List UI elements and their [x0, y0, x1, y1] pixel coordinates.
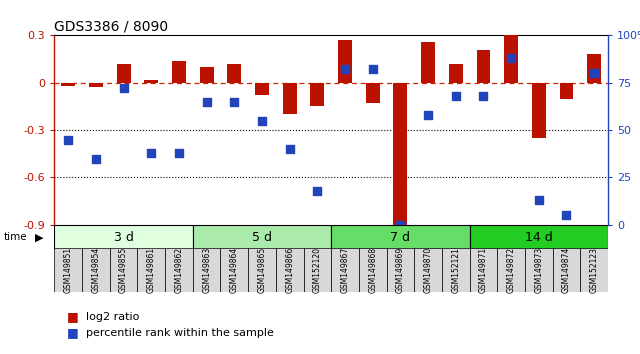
Bar: [255, 83, 269, 95]
Bar: [414, 248, 442, 292]
Text: GSM152120: GSM152120: [313, 247, 322, 293]
Text: log2 ratio: log2 ratio: [86, 312, 140, 322]
Bar: [82, 248, 110, 292]
Point: [174, 150, 184, 156]
Bar: [283, 83, 296, 114]
Bar: [559, 83, 573, 98]
Text: GSM149868: GSM149868: [368, 247, 377, 293]
Text: ■: ■: [67, 310, 79, 323]
Bar: [276, 248, 303, 292]
Bar: [442, 248, 470, 292]
Text: time: time: [3, 232, 27, 242]
Bar: [470, 248, 497, 292]
Point: [423, 112, 433, 118]
Bar: [116, 64, 131, 83]
Text: 3 d: 3 d: [114, 231, 134, 244]
Point: [229, 99, 239, 104]
Bar: [497, 248, 525, 292]
Bar: [54, 248, 82, 292]
Text: GSM149872: GSM149872: [507, 247, 516, 293]
Bar: [470, 225, 608, 250]
Bar: [303, 248, 332, 292]
Point: [340, 67, 350, 72]
Bar: [553, 248, 580, 292]
Bar: [145, 80, 158, 83]
Point: [118, 86, 129, 91]
Text: 14 d: 14 d: [525, 231, 553, 244]
Bar: [89, 83, 103, 87]
Bar: [359, 248, 387, 292]
Text: GSM149863: GSM149863: [202, 247, 211, 293]
Point: [312, 188, 323, 194]
Bar: [332, 248, 359, 292]
Text: ■: ■: [67, 326, 79, 339]
Bar: [110, 248, 138, 292]
Text: 7 d: 7 d: [390, 231, 410, 244]
Bar: [138, 248, 165, 292]
Point: [257, 118, 267, 124]
Point: [589, 70, 599, 76]
Text: percentile rank within the sample: percentile rank within the sample: [86, 328, 275, 338]
Bar: [394, 83, 407, 228]
Bar: [332, 225, 470, 250]
Text: GSM149867: GSM149867: [340, 247, 349, 293]
Bar: [172, 61, 186, 83]
Point: [285, 146, 295, 152]
Point: [63, 137, 74, 142]
Text: GSM149869: GSM149869: [396, 247, 405, 293]
Bar: [387, 248, 414, 292]
Point: [202, 99, 212, 104]
Bar: [421, 42, 435, 83]
Text: 5 d: 5 d: [252, 231, 272, 244]
Bar: [532, 83, 546, 138]
Point: [396, 222, 406, 228]
Point: [534, 197, 544, 203]
Text: GSM149861: GSM149861: [147, 247, 156, 293]
Bar: [165, 248, 193, 292]
Bar: [227, 64, 241, 83]
Point: [451, 93, 461, 99]
Bar: [525, 248, 553, 292]
Bar: [588, 54, 601, 83]
Text: GDS3386 / 8090: GDS3386 / 8090: [54, 19, 168, 34]
Text: GSM149862: GSM149862: [175, 247, 184, 293]
Text: GSM149865: GSM149865: [257, 247, 266, 293]
Bar: [580, 248, 608, 292]
Point: [561, 212, 572, 218]
Bar: [193, 225, 332, 250]
Text: GSM149871: GSM149871: [479, 247, 488, 293]
Point: [146, 150, 156, 156]
Text: GSM149874: GSM149874: [562, 247, 571, 293]
Bar: [366, 83, 380, 103]
Text: ▶: ▶: [35, 232, 43, 242]
Bar: [449, 64, 463, 83]
Text: GSM152121: GSM152121: [451, 247, 460, 293]
Bar: [54, 225, 193, 250]
Bar: [310, 83, 324, 107]
Bar: [193, 248, 220, 292]
Bar: [200, 67, 214, 83]
Text: GSM149851: GSM149851: [64, 247, 73, 293]
Point: [506, 55, 516, 61]
Bar: [61, 83, 75, 86]
Text: GSM149866: GSM149866: [285, 247, 294, 293]
Point: [367, 67, 378, 72]
Text: GSM149873: GSM149873: [534, 247, 543, 293]
Bar: [220, 248, 248, 292]
Bar: [504, 35, 518, 83]
Text: GSM149855: GSM149855: [119, 247, 128, 293]
Text: GSM149864: GSM149864: [230, 247, 239, 293]
Bar: [248, 248, 276, 292]
Bar: [477, 50, 490, 83]
Bar: [338, 40, 352, 83]
Point: [91, 156, 101, 161]
Point: [478, 93, 488, 99]
Text: GSM149870: GSM149870: [424, 247, 433, 293]
Text: GSM152123: GSM152123: [589, 247, 598, 293]
Text: GSM149854: GSM149854: [92, 247, 100, 293]
